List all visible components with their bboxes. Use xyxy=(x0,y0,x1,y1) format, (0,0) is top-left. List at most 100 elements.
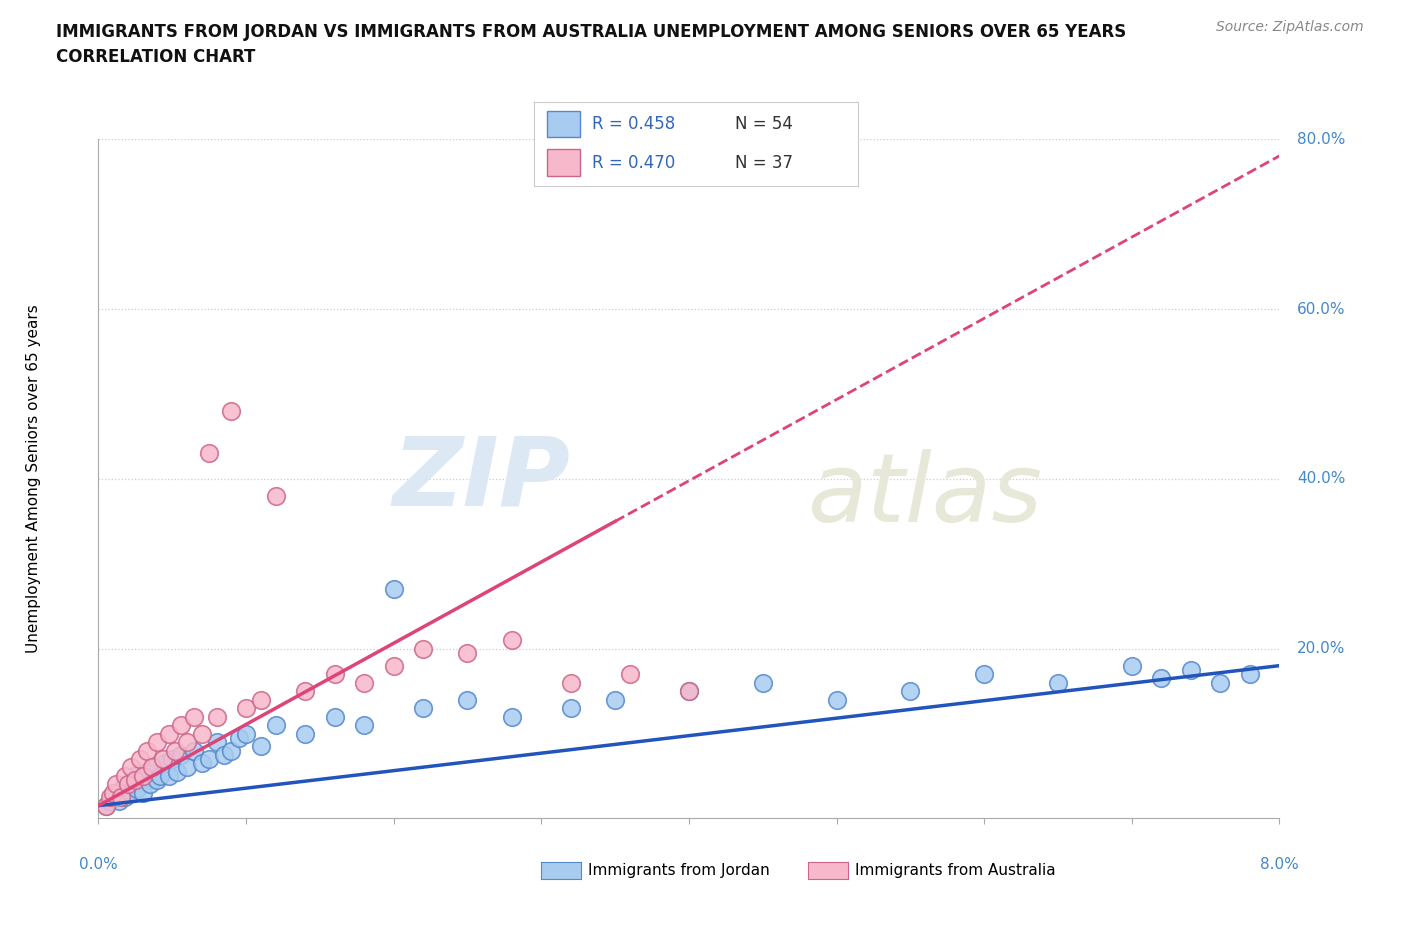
Point xyxy=(1121,658,1143,673)
Point xyxy=(501,632,523,647)
Point xyxy=(382,582,405,597)
Point xyxy=(146,773,169,788)
Point xyxy=(117,777,139,792)
Text: R = 0.458: R = 0.458 xyxy=(592,115,676,133)
Point xyxy=(157,768,180,783)
Point xyxy=(190,726,214,741)
Point xyxy=(98,794,121,809)
Point xyxy=(94,798,117,813)
Point xyxy=(183,743,205,758)
Point xyxy=(751,675,773,690)
Point xyxy=(456,692,478,707)
Point xyxy=(323,667,346,682)
Point xyxy=(323,709,346,724)
Point xyxy=(1046,675,1069,690)
Point xyxy=(117,777,139,792)
Point xyxy=(501,709,523,724)
Text: Unemployment Among Seniors over 65 years: Unemployment Among Seniors over 65 years xyxy=(25,305,41,653)
Text: 8.0%: 8.0% xyxy=(1260,857,1299,871)
Text: ZIP: ZIP xyxy=(392,432,571,525)
Point xyxy=(264,718,287,733)
Point xyxy=(1209,675,1232,690)
Point xyxy=(235,700,257,715)
Text: CORRELATION CHART: CORRELATION CHART xyxy=(56,48,256,66)
Point xyxy=(176,760,198,775)
Point xyxy=(125,781,148,796)
Point xyxy=(152,751,174,766)
Point xyxy=(120,786,142,801)
Point xyxy=(103,786,125,801)
Point xyxy=(139,777,162,792)
Point xyxy=(128,751,150,766)
Point xyxy=(219,743,242,758)
Point xyxy=(294,726,316,741)
Point xyxy=(250,738,273,753)
Point xyxy=(170,718,193,733)
Point xyxy=(219,404,242,418)
Text: Immigrants from Jordan: Immigrants from Jordan xyxy=(588,863,769,878)
Point xyxy=(228,730,250,745)
Point xyxy=(560,700,582,715)
Point xyxy=(110,790,132,804)
Point xyxy=(120,760,142,775)
Point xyxy=(124,773,146,788)
Point xyxy=(149,768,172,783)
Point xyxy=(183,709,205,724)
Text: Immigrants from Australia: Immigrants from Australia xyxy=(855,863,1056,878)
Point xyxy=(190,756,214,771)
Point xyxy=(142,760,165,775)
Point xyxy=(170,748,193,763)
Point xyxy=(132,786,155,801)
Text: R = 0.470: R = 0.470 xyxy=(592,153,676,171)
Point xyxy=(108,794,131,809)
Point xyxy=(1150,671,1173,685)
Text: 20.0%: 20.0% xyxy=(1298,641,1346,657)
Point xyxy=(94,798,117,813)
Point xyxy=(294,684,316,698)
Point xyxy=(98,790,121,804)
Point xyxy=(205,709,228,724)
Point xyxy=(825,692,848,707)
Point xyxy=(103,790,125,804)
Point xyxy=(264,488,287,503)
Point xyxy=(198,751,221,766)
Point xyxy=(235,726,257,741)
Point xyxy=(678,684,700,698)
Point xyxy=(1239,667,1261,682)
Point xyxy=(114,768,136,783)
Point xyxy=(166,764,188,779)
Point xyxy=(205,735,228,750)
Point xyxy=(212,748,235,763)
FancyBboxPatch shape xyxy=(547,149,579,176)
Point xyxy=(412,642,434,657)
Point xyxy=(1180,662,1202,677)
Point xyxy=(176,735,198,750)
Text: Source: ZipAtlas.com: Source: ZipAtlas.com xyxy=(1216,20,1364,34)
Text: N = 37: N = 37 xyxy=(735,153,793,171)
Point xyxy=(146,735,169,750)
Point xyxy=(122,768,145,783)
Point xyxy=(605,692,627,707)
Point xyxy=(456,645,478,660)
Point xyxy=(678,684,700,698)
Point xyxy=(157,726,180,741)
Point xyxy=(250,692,273,707)
Point xyxy=(560,675,582,690)
Point xyxy=(141,760,163,775)
Point xyxy=(111,781,134,796)
Point xyxy=(382,658,405,673)
Text: N = 54: N = 54 xyxy=(735,115,793,133)
Point xyxy=(132,768,155,783)
Point xyxy=(353,675,375,690)
Point xyxy=(135,764,157,779)
Point xyxy=(114,790,136,804)
FancyBboxPatch shape xyxy=(547,111,579,138)
Point xyxy=(136,743,159,758)
Text: 40.0%: 40.0% xyxy=(1298,472,1346,486)
Text: atlas: atlas xyxy=(807,449,1042,542)
Point xyxy=(153,756,176,771)
Point xyxy=(619,667,641,682)
Point xyxy=(898,684,921,698)
Point xyxy=(353,718,375,733)
Text: 60.0%: 60.0% xyxy=(1298,301,1346,317)
